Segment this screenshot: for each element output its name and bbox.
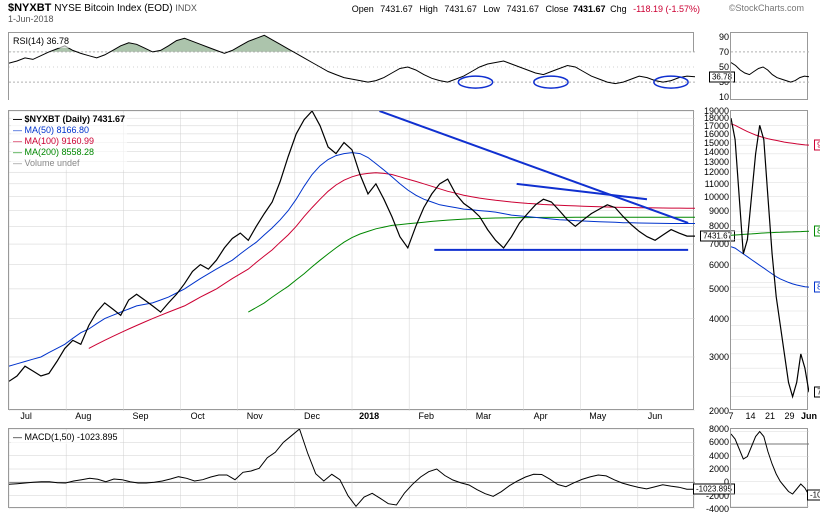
ytick: 11000 xyxy=(705,179,729,189)
chg-val: -118.19 (-1.57%) xyxy=(633,4,700,14)
index-type: INDX xyxy=(175,3,197,13)
close-val: 7431.67 xyxy=(573,4,606,14)
low-val: 7431.67 xyxy=(506,4,539,14)
x-tick: 29 xyxy=(784,411,794,421)
ytick: 9000 xyxy=(709,206,729,216)
ytick: 6000 xyxy=(709,437,729,447)
macd-panel: — MACD(1,50) -1023.895-4000-200002000400… xyxy=(8,428,694,508)
ytick: 10000 xyxy=(704,192,729,202)
ytick: 13000 xyxy=(704,157,729,167)
chg-label: Chg xyxy=(610,4,627,14)
ytick: 3000 xyxy=(709,352,729,362)
ytick: 14000 xyxy=(704,147,729,157)
macd-legend: — MACD(1,50) -1023.895 xyxy=(11,431,120,444)
price-side: 7400760078008000820084008600880090009200… xyxy=(730,110,808,410)
value-box: 8166.80 xyxy=(814,282,820,293)
x-month: Feb xyxy=(419,411,435,421)
value-box: 7431.67 xyxy=(814,387,820,398)
chart-date: 1-Jun-2018 xyxy=(8,14,812,24)
rsi-legend: RSI(14) 36.78 xyxy=(11,35,71,48)
index-name: NYSE Bitcoin Index (EOD) xyxy=(54,3,172,14)
ytick: -4000 xyxy=(706,504,729,514)
x-month: 2018 xyxy=(359,411,379,421)
open-label: Open xyxy=(352,4,374,14)
ytick: 70 xyxy=(719,47,729,57)
close-label: Close xyxy=(546,4,569,14)
ytick: 90 xyxy=(719,32,729,42)
macd-side: -1250-1000-750-500-2500250-1023.895 xyxy=(730,428,808,508)
value-box: 8558.28 xyxy=(814,226,820,237)
ytick: 12000 xyxy=(704,167,729,177)
x-month: Oct xyxy=(191,411,205,421)
value-box: -1023.895 xyxy=(693,484,735,495)
ytick: 8000 xyxy=(709,424,729,434)
high-label: High xyxy=(419,4,438,14)
ytick: 4000 xyxy=(709,314,729,324)
x-month: May xyxy=(589,411,606,421)
x-month: Sep xyxy=(132,411,148,421)
x-month: Apr xyxy=(534,411,548,421)
x-tick: 7 xyxy=(728,411,733,421)
ytick: 2000 xyxy=(709,464,729,474)
value-box: -1023.895 xyxy=(807,490,820,501)
rsi-side: 103050709036.78 xyxy=(730,32,808,100)
chart-header: $NYXBT NYSE Bitcoin Index (EOD) INDX 1-J… xyxy=(8,2,812,30)
ytick: 19000 xyxy=(704,106,729,116)
credit: ©StockCharts.com xyxy=(729,3,804,13)
x-tick: 14 xyxy=(745,411,755,421)
ytick: 4000 xyxy=(709,451,729,461)
x-month: Aug xyxy=(75,411,91,421)
ytick: 6000 xyxy=(709,260,729,270)
x-tick: 21 xyxy=(765,411,775,421)
ytick: 5000 xyxy=(709,284,729,294)
rsi-panel: RSI(14) 36.78103050709036.78 xyxy=(8,32,694,100)
ytick: 10 xyxy=(719,92,729,102)
x-month: Mar xyxy=(476,411,492,421)
price-panel: JulAugSepOctNovDec2018FebMarAprMayJun— $… xyxy=(8,110,694,410)
ohlc-bar: Open 7431.67 High 7431.67 Low 7431.67 Cl… xyxy=(350,4,702,14)
ytick: 2000 xyxy=(709,406,729,416)
low-label: Low xyxy=(483,4,500,14)
x-tick: Jun xyxy=(801,411,817,421)
x-month: Nov xyxy=(247,411,263,421)
high-val: 7431.67 xyxy=(444,4,477,14)
x-month: Dec xyxy=(304,411,320,421)
x-month: Jun xyxy=(648,411,663,421)
open-val: 7431.67 xyxy=(380,4,413,14)
symbol: $NYXBT xyxy=(8,2,51,14)
price-legend: — $NYXBT (Daily) 7431.67— MA(50) 8166.80… xyxy=(11,113,127,170)
ytick: 15000 xyxy=(704,138,729,148)
value-box: 9160.99 xyxy=(814,140,820,151)
x-month: Jul xyxy=(20,411,32,421)
